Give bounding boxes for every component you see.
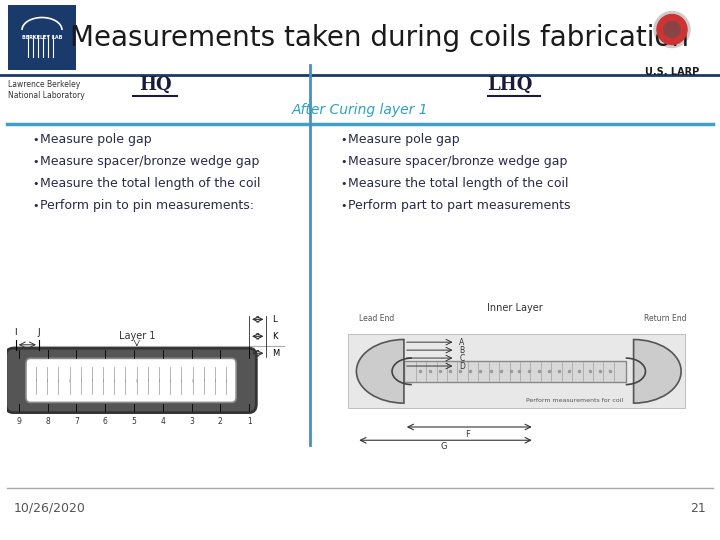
Text: BERKELEY LAB: BERKELEY LAB bbox=[22, 35, 62, 40]
Text: 3: 3 bbox=[189, 416, 194, 426]
FancyBboxPatch shape bbox=[8, 5, 76, 70]
Text: |: | bbox=[192, 379, 193, 382]
Text: U.S. LARP: U.S. LARP bbox=[645, 67, 699, 77]
Text: |: | bbox=[169, 379, 171, 382]
Text: |: | bbox=[158, 379, 160, 382]
Text: |: | bbox=[47, 379, 48, 382]
Text: 10/26/2020: 10/26/2020 bbox=[14, 502, 86, 515]
Text: •: • bbox=[340, 157, 346, 167]
Text: •: • bbox=[32, 179, 38, 189]
Text: Measure pole gap: Measure pole gap bbox=[40, 133, 152, 146]
Text: M: M bbox=[272, 349, 279, 358]
Text: After Curing layer 1: After Curing layer 1 bbox=[292, 103, 428, 117]
Text: Measure pole gap: Measure pole gap bbox=[348, 133, 459, 146]
Text: HQ: HQ bbox=[139, 76, 171, 94]
Text: D: D bbox=[459, 361, 465, 370]
Text: G: G bbox=[440, 442, 447, 451]
Text: 7: 7 bbox=[74, 416, 78, 426]
Text: Measure spacer/bronze wedge gap: Measure spacer/bronze wedge gap bbox=[40, 156, 259, 168]
Text: •: • bbox=[340, 179, 346, 189]
Text: 8: 8 bbox=[45, 416, 50, 426]
Text: B: B bbox=[459, 346, 464, 355]
FancyBboxPatch shape bbox=[6, 348, 256, 413]
Text: 4: 4 bbox=[161, 416, 165, 426]
Text: |: | bbox=[69, 379, 71, 382]
Text: K: K bbox=[272, 332, 278, 341]
Text: |: | bbox=[58, 379, 59, 382]
Text: |: | bbox=[181, 379, 182, 382]
Text: Lawrence Berkeley
National Laboratory: Lawrence Berkeley National Laboratory bbox=[8, 80, 85, 100]
Text: 2: 2 bbox=[218, 416, 222, 426]
Text: Measure the total length of the coil: Measure the total length of the coil bbox=[40, 178, 261, 191]
FancyBboxPatch shape bbox=[348, 334, 685, 408]
Text: |: | bbox=[102, 379, 104, 382]
Text: •: • bbox=[32, 135, 38, 145]
Text: J: J bbox=[37, 328, 40, 338]
Text: A: A bbox=[459, 338, 464, 347]
Wedge shape bbox=[356, 340, 404, 403]
Text: 9: 9 bbox=[17, 416, 21, 426]
Text: Measure the total length of the coil: Measure the total length of the coil bbox=[348, 178, 569, 191]
Text: Layer 1: Layer 1 bbox=[119, 332, 155, 341]
Bar bbox=[0, 0, 720, 75]
Text: 6: 6 bbox=[103, 416, 107, 426]
Wedge shape bbox=[634, 340, 681, 403]
FancyBboxPatch shape bbox=[404, 361, 626, 382]
Text: •: • bbox=[340, 201, 346, 211]
Text: |: | bbox=[80, 379, 81, 382]
Text: |: | bbox=[91, 379, 93, 382]
Text: Perform measurements for coil: Perform measurements for coil bbox=[526, 398, 623, 403]
Text: 5: 5 bbox=[132, 416, 136, 426]
Text: |: | bbox=[147, 379, 148, 382]
Text: •: • bbox=[340, 135, 346, 145]
Text: Inner Layer: Inner Layer bbox=[487, 303, 543, 313]
Circle shape bbox=[664, 22, 680, 37]
Text: Return End: Return End bbox=[644, 314, 687, 323]
Text: C: C bbox=[459, 354, 464, 362]
Text: •: • bbox=[32, 157, 38, 167]
Text: F: F bbox=[465, 430, 469, 440]
Text: |: | bbox=[203, 379, 204, 382]
Text: |: | bbox=[125, 379, 126, 382]
Text: |: | bbox=[225, 379, 227, 382]
Text: Perform part to part measurements: Perform part to part measurements bbox=[348, 199, 570, 213]
Text: L: L bbox=[272, 315, 276, 324]
Text: I: I bbox=[14, 328, 17, 338]
Text: |: | bbox=[136, 379, 138, 382]
Text: Lead End: Lead End bbox=[359, 314, 394, 323]
Text: LHQ: LHQ bbox=[487, 76, 533, 94]
Text: Measure spacer/bronze wedge gap: Measure spacer/bronze wedge gap bbox=[348, 156, 567, 168]
Text: •: • bbox=[32, 201, 38, 211]
Text: 21: 21 bbox=[690, 502, 706, 515]
Circle shape bbox=[657, 15, 687, 44]
Circle shape bbox=[654, 11, 690, 48]
Text: 1: 1 bbox=[247, 416, 251, 426]
FancyBboxPatch shape bbox=[26, 359, 236, 402]
Text: |: | bbox=[114, 379, 115, 382]
Text: Perform pin to pin measurements:: Perform pin to pin measurements: bbox=[40, 199, 254, 213]
Text: |: | bbox=[35, 379, 37, 382]
Text: Measurements taken during coils fabrication: Measurements taken during coils fabricat… bbox=[71, 24, 690, 51]
